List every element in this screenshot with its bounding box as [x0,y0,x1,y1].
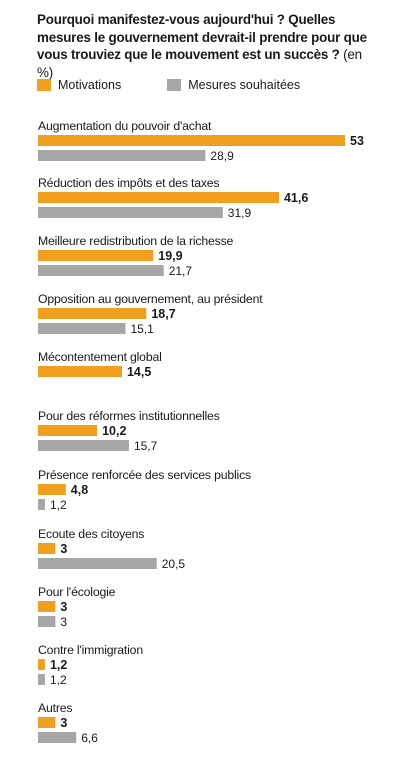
bar-motivations [38,425,98,436]
data-label-motivations: 3 [60,716,67,730]
bar-motivations [38,543,56,554]
data-label-motivations: 3 [60,600,67,614]
bar-mesures [38,323,126,334]
bar-mesures [38,150,206,161]
category-label: Contre l'immigration [38,643,143,657]
category-label: Pour l'écologie [38,585,116,599]
bar-motivations [38,135,345,146]
category-label: Présence renforcée des services publics [38,468,251,482]
bar-motivations [38,717,56,728]
legend-swatch-mesures [167,79,182,91]
bar-mesures [38,616,56,627]
chart-unit: (en %) [37,47,362,80]
bar-motivations [38,484,66,495]
category-label: Augmentation du pouvoir d'achat [38,119,212,133]
data-label-mesures: 1,2 [50,498,67,512]
data-label-mesures: 20,5 [162,557,186,571]
legend-item-motivations: Motivations [37,78,121,92]
data-label-motivations: 10,2 [102,424,126,438]
bar-motivations [38,192,279,203]
bar-motivations [38,659,45,670]
data-label-mesures: 28,9 [210,149,234,163]
bar-mesures [38,732,77,743]
chart-title-text: Pourquoi manifestez-vous aujourd'hui ? Q… [37,12,367,62]
data-label-mesures: 15,1 [130,322,154,336]
bar-mesures [38,440,129,451]
bar-motivations [38,250,154,261]
data-label-mesures: 1,2 [50,673,67,687]
bar-mesures [38,207,223,218]
bar-motivations [38,366,122,377]
chart-title: Pourquoi manifestez-vous aujourd'hui ? Q… [37,11,377,81]
data-label-mesures: 3 [60,615,67,629]
bar-mesures [38,558,157,569]
data-label-motivations: 18,7 [151,307,175,321]
data-label-mesures: 21,7 [169,264,193,278]
legend-label-mesures: Mesures souhaitées [188,78,301,92]
category-label: Pour des réformes institutionnelles [38,409,220,423]
legend-item-mesures: Mesures souhaitées [167,78,300,92]
bar-mesures [38,674,45,685]
legend-label-motivations: Motivations [58,78,122,92]
bar-motivations [38,601,56,612]
bar-mesures [38,499,45,510]
data-label-motivations: 53 [350,134,364,148]
data-label-mesures: 15,7 [134,439,158,453]
category-label: Réduction des impôts et des taxes [38,176,219,190]
data-label-motivations: 4,8 [71,483,88,497]
data-label-motivations: 41,6 [284,191,308,205]
data-label-motivations: 19,9 [158,249,182,263]
category-label: Autres [38,701,72,715]
bar-motivations [38,308,147,319]
category-label: Ecoute des citoyens [38,527,144,541]
data-label-motivations: 1,2 [50,658,67,672]
data-label-motivations: 3 [60,542,67,556]
bar-mesures [38,265,164,276]
category-label: Mécontentement global [38,350,162,364]
data-label-motivations: 14,5 [127,365,151,379]
data-label-mesures: 31,9 [228,206,252,220]
category-label: Opposition au gouvernement, au président [38,292,263,306]
category-label: Meilleure redistribution de la richesse [38,234,234,248]
legend-swatch-motivations [37,79,51,91]
data-label-mesures: 6,6 [81,731,98,745]
legend: Motivations Mesures souhaitées [37,76,300,94]
